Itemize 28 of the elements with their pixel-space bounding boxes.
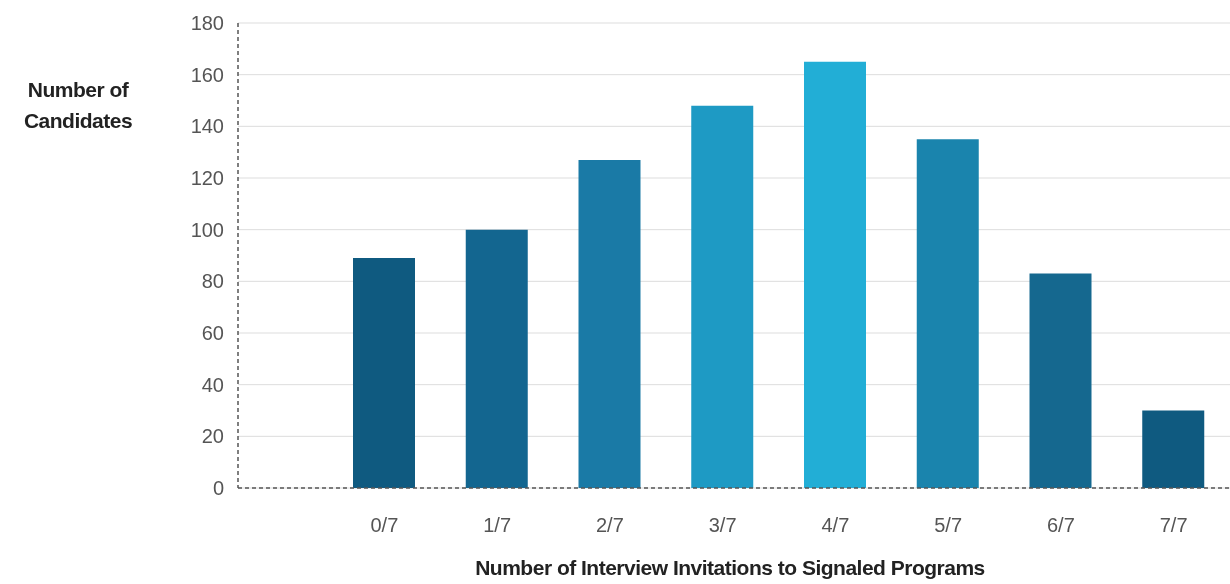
bar [578, 159, 641, 488]
bar [1142, 410, 1205, 488]
y-tick-label: 160 [190, 63, 224, 86]
y-tick-label: 140 [190, 115, 224, 138]
bar [916, 139, 979, 488]
x-axis-title: Number of Interview Invitations to Signaled Programs [474, 556, 986, 580]
y-tick-label: 100 [190, 218, 224, 241]
x-tick-label: 2/7 [595, 514, 624, 537]
x-tick-label: 0/7 [370, 514, 399, 537]
bar [691, 105, 754, 488]
y-axis-title: Number of Candidates [22, 77, 134, 134]
y-tick-label: 180 [190, 12, 224, 35]
y-tick-label: 60 [201, 322, 224, 345]
bar [353, 258, 415, 488]
bar [804, 61, 866, 488]
x-tick-label: 6/7 [1046, 514, 1075, 537]
y-tick-label: 20 [201, 425, 224, 448]
y-tick-label: 0 [212, 477, 224, 500]
x-tick-label: 7/7 [1159, 514, 1188, 537]
x-tick-label: 5/7 [934, 514, 963, 537]
y-tick-label: 40 [201, 373, 224, 396]
y-tick-label: 80 [201, 270, 224, 293]
x-tick-label: 3/7 [708, 514, 737, 537]
x-tick-label: 4/7 [821, 514, 850, 537]
bar [465, 229, 528, 488]
x-tick-label: 1/7 [483, 514, 512, 537]
bar [1029, 273, 1092, 488]
y-tick-label: 120 [190, 167, 224, 190]
